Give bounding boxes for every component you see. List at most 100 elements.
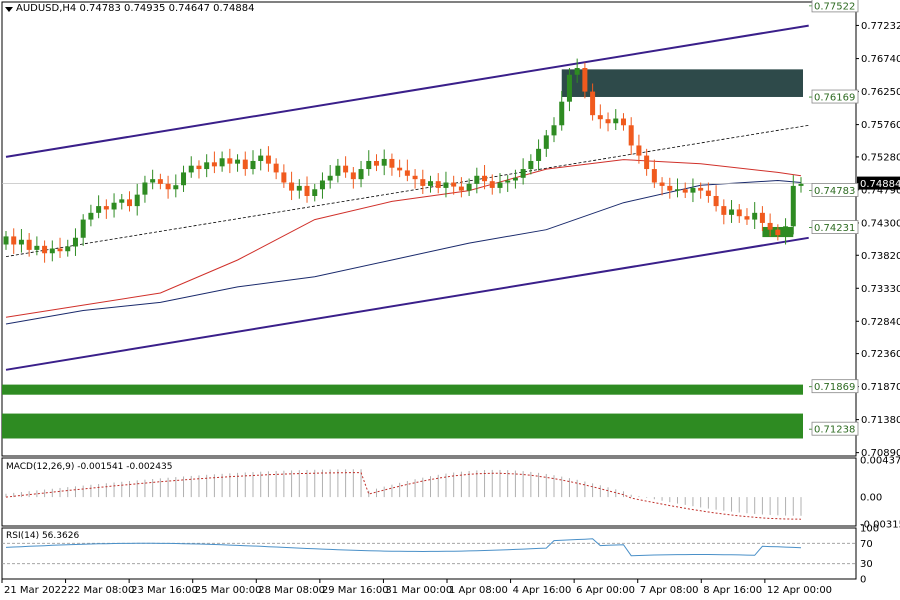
candle-body-34 bbox=[265, 155, 271, 164]
y-tick-label-8: 0.73330 bbox=[861, 284, 900, 295]
candle-body-94 bbox=[729, 209, 735, 215]
symbol-label: AUDUSD,H4 bbox=[16, 3, 77, 14]
candle-body-43 bbox=[335, 165, 341, 176]
y-tick-label-2: 0.76250 bbox=[861, 87, 900, 98]
candle-body-76 bbox=[590, 91, 596, 116]
candle-body-40 bbox=[312, 189, 318, 196]
candle-body-46 bbox=[358, 169, 364, 180]
candle-body-79 bbox=[613, 118, 619, 124]
y-tick-label-4: 0.75280 bbox=[861, 152, 900, 163]
candle-body-26 bbox=[204, 162, 210, 170]
chart-header: AUDUSD,H4 0.74783 0.74935 0.74647 0.7488… bbox=[16, 3, 254, 14]
candle-body-82 bbox=[636, 145, 642, 156]
candle-body-1 bbox=[11, 236, 17, 245]
y-tick-label-5: 0.74790 bbox=[861, 185, 900, 196]
channel-upper-line bbox=[5, 24, 809, 158]
candle-body-78 bbox=[605, 119, 611, 124]
macd-tick-label-2: -0.003155 bbox=[860, 519, 900, 530]
candle-body-67 bbox=[520, 169, 526, 178]
ma-slow-line bbox=[5, 179, 802, 325]
price-tag-label-6: 0.71238 bbox=[814, 425, 855, 436]
candle-body-44 bbox=[343, 165, 349, 173]
candle-body-45 bbox=[350, 172, 356, 180]
candle-body-103 bbox=[798, 183, 804, 186]
x-tick-label-7: 1 Apr 08:00 bbox=[449, 585, 508, 596]
y-tick-label-7: 0.73820 bbox=[861, 251, 900, 262]
candle-body-31 bbox=[242, 159, 248, 170]
x-tick-label-2: 23 Mar 16:00 bbox=[131, 585, 198, 596]
candle-body-54 bbox=[420, 179, 426, 186]
candle-body-85 bbox=[659, 182, 665, 186]
price-tag-label-4: 0.74231 bbox=[814, 223, 855, 234]
candle-body-64 bbox=[497, 182, 503, 188]
y-tick-label-0: 0.77232 bbox=[861, 21, 900, 32]
candle-body-38 bbox=[296, 185, 302, 191]
candle-body-61 bbox=[474, 175, 480, 184]
candle-body-73 bbox=[566, 74, 572, 102]
price-tag-current-label: 0.74884 bbox=[860, 179, 900, 190]
close-value: 0.74884 bbox=[213, 3, 255, 14]
y-tick-label-10: 0.72360 bbox=[861, 349, 900, 360]
candle-body-72 bbox=[559, 101, 565, 126]
candle-body-22 bbox=[173, 185, 179, 190]
candle-body-12 bbox=[96, 206, 102, 213]
rsi-tick-label-3: 0 bbox=[860, 575, 866, 586]
candle-body-25 bbox=[196, 165, 202, 170]
candle-body-51 bbox=[397, 167, 403, 171]
candle-body-3 bbox=[26, 239, 32, 250]
price-tag-box-1 bbox=[811, 89, 859, 104]
price-tag-label-1: 0.76169 bbox=[814, 93, 855, 104]
y-tick-label-6: 0.74300 bbox=[861, 218, 900, 229]
candle-body-17 bbox=[134, 194, 140, 207]
price-tag-box-6 bbox=[811, 421, 859, 436]
candle-body-90 bbox=[698, 187, 704, 191]
candle-body-47 bbox=[366, 160, 372, 170]
price-tag-box-5 bbox=[811, 379, 859, 394]
candle-body-70 bbox=[543, 135, 549, 149]
low-value: 0.74647 bbox=[168, 3, 210, 14]
candle-body-68 bbox=[528, 160, 534, 170]
x-tick-label-6: 31 Mar 00:00 bbox=[385, 585, 452, 596]
ma-fast-line bbox=[5, 159, 802, 318]
price-tag-box-3 bbox=[811, 183, 859, 197]
candle-body-83 bbox=[644, 155, 650, 170]
macd-tick-label-1: 0.00 bbox=[860, 493, 882, 504]
candle-body-102 bbox=[790, 185, 796, 227]
price-tag-box-4 bbox=[811, 220, 859, 234]
candle-body-13 bbox=[103, 206, 109, 210]
x-tick-label-0: 21 Mar 2022 bbox=[4, 585, 67, 596]
channel-lower-line bbox=[5, 236, 809, 371]
y-tick-label-1: 0.76740 bbox=[861, 54, 900, 65]
candle-body-69 bbox=[536, 148, 542, 161]
symbol-menu-icon[interactable] bbox=[5, 7, 13, 12]
candle-body-98 bbox=[759, 212, 765, 223]
candle-body-92 bbox=[713, 195, 719, 207]
price-tag-label-3: 0.74783 bbox=[814, 186, 855, 197]
candle-body-88 bbox=[682, 189, 688, 193]
price-tag-box-0 bbox=[811, 0, 859, 13]
candle-body-11 bbox=[88, 212, 94, 220]
candle-body-10 bbox=[80, 219, 86, 238]
candle-body-32 bbox=[250, 160, 256, 170]
candle-body-4 bbox=[34, 245, 40, 250]
candle-body-58 bbox=[451, 182, 457, 187]
candle-body-81 bbox=[628, 125, 634, 146]
candle-body-39 bbox=[304, 185, 310, 196]
rsi-pane-frame bbox=[1, 527, 857, 580]
candle-body-99 bbox=[767, 222, 773, 230]
rsi-tick-label-0: 100 bbox=[860, 524, 879, 535]
candle-body-24 bbox=[188, 165, 194, 173]
candle-body-93 bbox=[721, 206, 727, 215]
candle-body-62 bbox=[482, 175, 488, 182]
candle-body-36 bbox=[281, 172, 287, 183]
candle-body-27 bbox=[211, 162, 217, 167]
candle-body-65 bbox=[505, 180, 511, 183]
candle-body-0 bbox=[3, 236, 9, 245]
macd-tick-label-0: 0.004379 bbox=[860, 455, 900, 466]
candle-body-41 bbox=[319, 180, 325, 190]
macd-title: MACD(12,26,9) -0.001541 -0.002435 bbox=[6, 462, 173, 472]
candle-body-50 bbox=[389, 158, 395, 168]
candle-body-71 bbox=[551, 125, 557, 136]
